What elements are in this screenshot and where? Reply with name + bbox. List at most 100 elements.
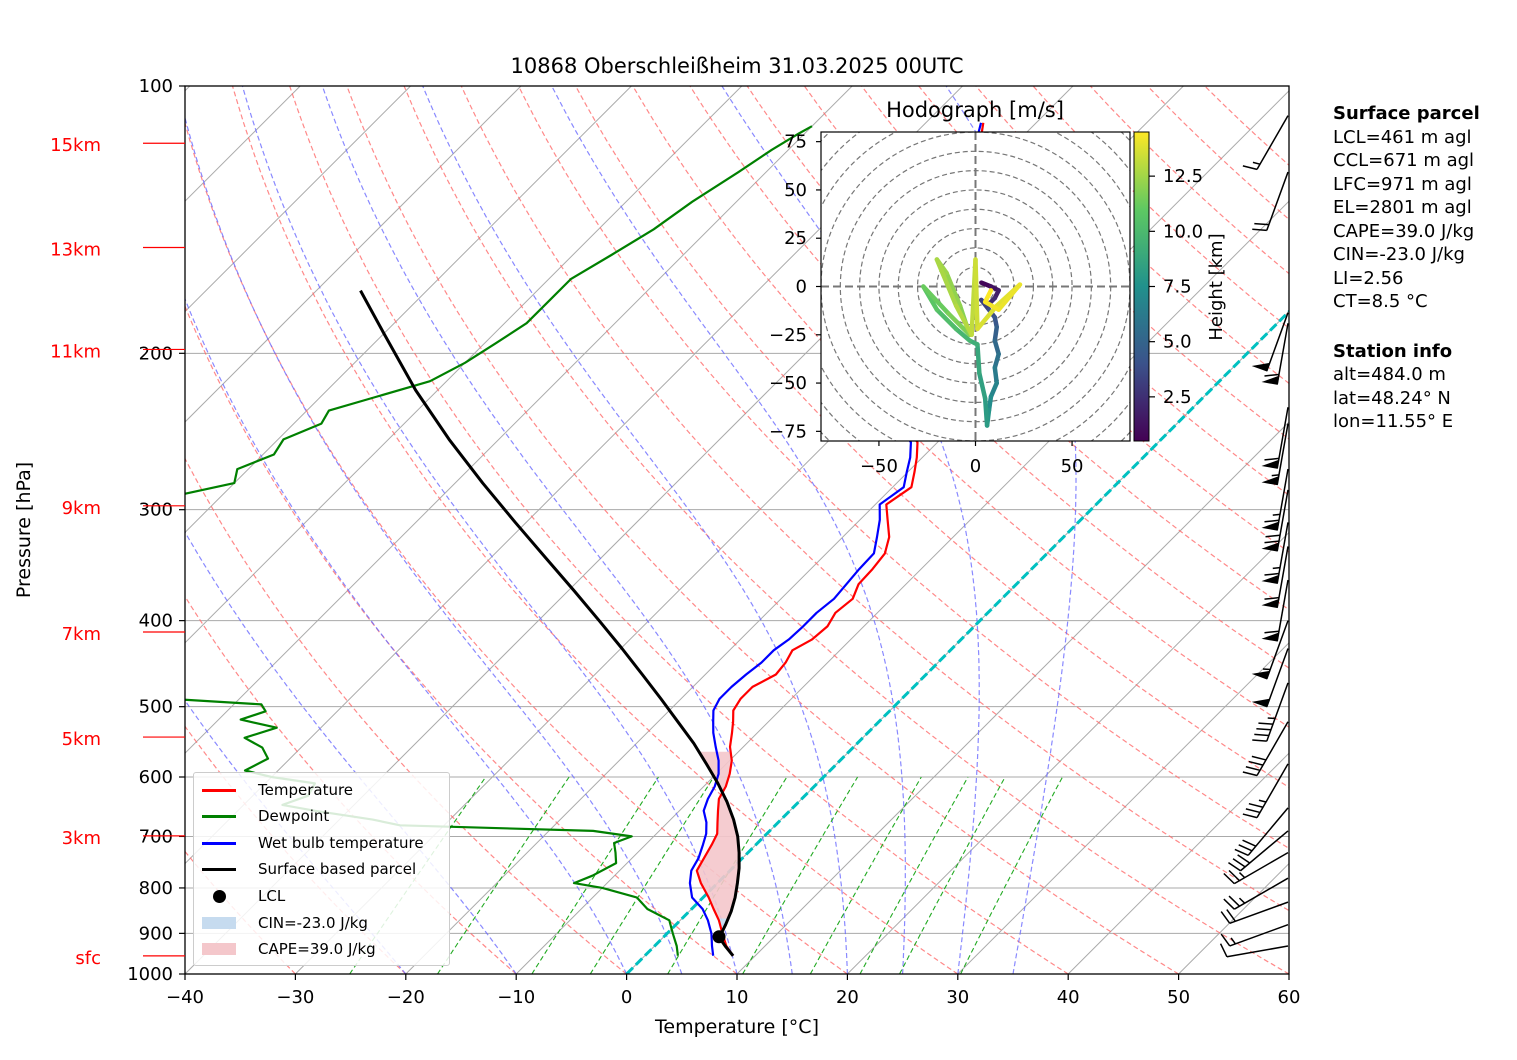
wind-barb: [1261, 522, 1289, 584]
hodograph-segment: [953, 326, 972, 343]
wind-barb: [1223, 851, 1289, 885]
moist-adiabat-line: [321, 86, 793, 974]
hodograph-segment: [934, 307, 959, 332]
wind-barb: [1242, 721, 1289, 777]
hodograph-ticks: −50 0 50 75 50 25 0 −25 −50 −75: [769, 132, 1084, 477]
legend-item-temperature: Temperature: [202, 780, 353, 800]
hodograph-ytick-label: 25: [784, 228, 807, 249]
hodograph-segment: [986, 394, 994, 413]
moist-adiabat-line: [422, 86, 848, 974]
isotherm-line: [957, 642, 1289, 974]
hodograph-ytick-label: −75: [769, 421, 807, 442]
surface-parcel-header: Surface parcel: [1333, 103, 1480, 124]
x-tick-label: 10: [726, 987, 749, 1008]
y-tick-label: 400: [139, 611, 173, 632]
y-tick-label: 300: [139, 500, 173, 521]
wind-barb: [1261, 323, 1289, 385]
y-tick-label: 1000: [127, 964, 173, 985]
height-label: 5km: [62, 729, 101, 750]
hodograph-segment: [992, 351, 1001, 370]
el-value: EL=2801 m agl: [1333, 197, 1472, 218]
y-tick-label: 100: [139, 76, 173, 97]
colorbar-tick-label: 12.5: [1163, 166, 1203, 187]
mixing-ratio-line: [742, 776, 859, 974]
wind-barbs: [1219, 115, 1289, 958]
wind-barb: [1251, 620, 1289, 680]
dry-adiabat-line: [185, 457, 627, 974]
hodograph-segment: [988, 380, 999, 399]
moist-adiabat-line: [185, 297, 628, 974]
hodograph-title: Hodograph [m/s]: [886, 98, 1064, 122]
hodograph-colorbar: [1133, 131, 1150, 442]
y-axis-ticks: 100 200 300 400 500 600 700 800 900 1000: [127, 76, 185, 985]
hodograph-xtick-label: 0: [970, 456, 981, 477]
cin-value: CIN=-23.0 J/kg: [1333, 244, 1465, 265]
cape-value: CAPE=39.0 J/kg: [1333, 220, 1475, 242]
height-labels: 15km 13km 11km 9km 7km 5km 3km sfc: [50, 135, 185, 969]
x-tick-label: 30: [946, 987, 969, 1008]
height-label: 11km: [50, 341, 101, 362]
y-tick-label: 700: [139, 826, 173, 847]
y-tick-label: 500: [139, 697, 173, 718]
legend-item-parcel: Surface based parcel: [202, 859, 416, 879]
x-tick-label: 50: [1167, 987, 1190, 1008]
wind-barb: [1261, 546, 1289, 609]
colorbar-label: Height [km]: [1206, 233, 1227, 340]
wind-barb: [1251, 648, 1289, 708]
legend-item-cape: CAPE=39.0 J/kg: [202, 939, 376, 959]
lfc-value: LFC=971 m agl: [1333, 173, 1472, 195]
dry-adiabat-line: [185, 304, 738, 974]
hodograph-segment: [934, 257, 959, 309]
colorbar-tick-label: 10.0: [1163, 221, 1203, 242]
dry-adiabat-line: [460, 86, 1289, 912]
mixing-ratio-line: [589, 776, 715, 974]
moist-adiabat-line: [185, 115, 683, 974]
hodograph-segment: [977, 371, 988, 401]
hodograph-segment: [996, 282, 1023, 312]
wind-barb: [1261, 423, 1289, 486]
wind-barb: [1220, 923, 1289, 947]
colorbar-tick-label: 5.0: [1163, 332, 1192, 353]
isotherm-line: [736, 421, 1289, 974]
colorbar-tick-label: 2.5: [1163, 387, 1192, 408]
wind-barb: [1242, 763, 1289, 819]
isotherm-line: [185, 86, 632, 534]
isotherm-line: [185, 86, 853, 754]
wind-barb: [1228, 830, 1289, 872]
colorbar-tick-label: 7.5: [1163, 277, 1192, 298]
hodograph-xtick-label: −50: [860, 456, 898, 477]
x-tick-label: −20: [387, 987, 425, 1008]
x-tick-label: −10: [497, 987, 535, 1008]
isotherm-line: [1067, 752, 1289, 974]
wind-barb: [1234, 807, 1289, 857]
legend-label: CIN=-23.0 J/kg: [258, 914, 368, 932]
wind-barb: [1252, 171, 1289, 232]
hodograph-ytick-label: −25: [769, 325, 807, 346]
height-label: 9km: [62, 498, 101, 519]
station-info-header: Station info: [1333, 340, 1453, 362]
mixing-ratio-line: [437, 776, 570, 974]
y-tick-label: 600: [139, 767, 173, 788]
y-tick-label: 200: [139, 343, 173, 364]
mixing-ratio-line: [859, 776, 969, 974]
hodograph-ring: [878, 189, 1073, 384]
li-value: LI=2.56: [1333, 267, 1404, 289]
hodograph-xtick-label: 50: [1061, 456, 1084, 477]
lcl-marker-group: [712, 930, 726, 944]
hodograph-ytick-label: 75: [784, 132, 807, 153]
x-tick-label: 40: [1057, 987, 1080, 1008]
x-tick-label: −30: [276, 987, 314, 1008]
hodograph-trace: [921, 257, 1023, 428]
x-axis-label: Temperature [°C]: [654, 1016, 819, 1038]
x-tick-label: 0: [621, 987, 632, 1008]
hodograph-segment: [992, 365, 999, 386]
dry-adiabat-line: [403, 86, 1289, 974]
legend-label: Wet bulb temperature: [258, 834, 424, 852]
height-label: 15km: [50, 135, 101, 156]
wind-barb: [1251, 312, 1289, 372]
x-tick-label: 20: [836, 987, 859, 1008]
height-label: 13km: [50, 239, 101, 260]
hodograph-ytick-label: 50: [784, 180, 807, 201]
colorbar-ticks: 2.5 5.0 7.5 10.0 12.5: [1149, 166, 1203, 408]
hodograph-segment: [975, 342, 982, 376]
